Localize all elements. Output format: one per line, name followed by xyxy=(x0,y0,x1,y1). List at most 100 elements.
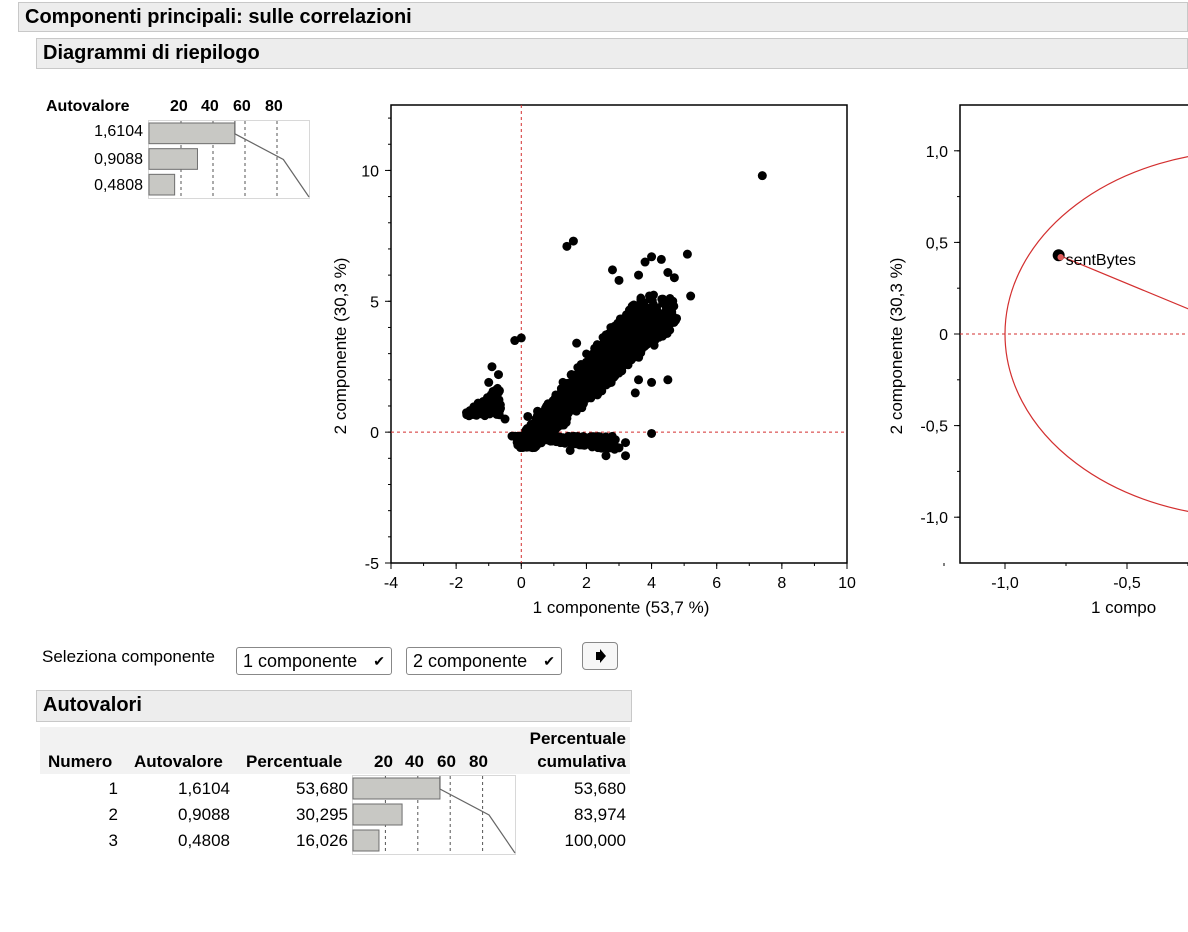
mini-eigenvalue-3: 0,4808 xyxy=(94,177,143,194)
point xyxy=(613,321,623,330)
point xyxy=(590,343,599,353)
eigen-scale-label-40: 40 xyxy=(405,752,424,771)
mini-cumulative-line xyxy=(234,121,310,198)
mini-bar xyxy=(148,122,236,145)
point xyxy=(520,441,529,451)
eigen-row-1-number: 1 xyxy=(108,779,118,798)
eigen-row-2-eigenvalue: 0,9088 xyxy=(178,805,230,824)
point xyxy=(593,432,602,441)
col-header-cumulative-1: Percentuale xyxy=(529,729,626,748)
point xyxy=(567,371,577,381)
score-scatter-plot[interactable]: -4 -2 0 2 4 6 8 10 -5 0 5 10 1 componente (53,7 %) 2 … xyxy=(320,96,860,631)
mini-scale-label-20: 20 xyxy=(170,98,188,115)
component-select-2[interactable]: 2 componente ✔ xyxy=(406,647,562,675)
x-tick-label: -1,0 xyxy=(991,575,1019,592)
eigen-row-2-number: 2 xyxy=(108,805,118,824)
point xyxy=(665,294,675,303)
point xyxy=(592,356,601,366)
eigen-scale-label-20: 20 xyxy=(374,752,393,771)
point xyxy=(533,432,542,442)
eigen-row-1-percent: 53,680 xyxy=(296,779,348,798)
section-eigen-title[interactable]: Autovalori xyxy=(36,690,632,722)
point xyxy=(647,377,657,387)
point xyxy=(640,257,650,267)
mini-bar xyxy=(148,173,176,196)
eigen-row-1-cumulative: 53,680 xyxy=(574,779,626,798)
point xyxy=(607,348,617,357)
point xyxy=(542,401,551,411)
eigen-bar xyxy=(352,803,403,826)
point xyxy=(577,377,587,386)
x-tick-label: -4 xyxy=(384,575,398,592)
x-axis-label: 1 componente (53,7 %) xyxy=(533,598,710,617)
point xyxy=(569,390,579,399)
point xyxy=(599,441,609,451)
loading-point-label: sentBytes xyxy=(1066,252,1136,269)
component-select-1[interactable]: 1 componente ✔ xyxy=(236,647,392,675)
x-tick-label: 10 xyxy=(838,575,856,592)
point xyxy=(634,375,644,385)
y-tick-label: 1,0 xyxy=(926,144,948,161)
col-header-number: Numero xyxy=(48,752,113,771)
point xyxy=(646,303,655,312)
chevron-down-icon: ✔ xyxy=(543,653,555,669)
point xyxy=(648,332,658,342)
y-axis-label: 2 componente (30,3 %) xyxy=(331,258,350,435)
next-arrow-button[interactable] xyxy=(582,642,618,670)
point xyxy=(601,432,611,442)
mini-eigenvalue-1: 1,6104 xyxy=(94,123,143,140)
point xyxy=(596,349,605,358)
y-tick-label: -1,0 xyxy=(920,510,948,527)
loading-point-marker xyxy=(1057,254,1064,261)
point xyxy=(597,386,607,396)
report-title[interactable]: Componenti principali: sulle correlazion… xyxy=(18,2,1188,32)
component-select-1-value: 1 componente xyxy=(243,651,358,671)
point xyxy=(645,291,654,301)
point xyxy=(621,438,631,448)
eigen-cumulative-line xyxy=(439,776,516,854)
section-summary-title[interactable]: Diagrammi di riepilogo xyxy=(36,38,1188,69)
component-select-2-value: 2 componente xyxy=(413,651,528,671)
point xyxy=(565,445,575,455)
y-tick-label: 10 xyxy=(361,163,379,180)
point xyxy=(592,442,601,451)
point xyxy=(633,331,643,340)
eigen-scale-label-80: 80 xyxy=(469,752,488,771)
point xyxy=(549,408,559,418)
eigen-scale-label-60: 60 xyxy=(437,752,456,771)
x-tick-label: 4 xyxy=(647,575,656,592)
point xyxy=(533,406,543,416)
x-tick-label: 8 xyxy=(777,575,786,592)
x-tick-label: 2 xyxy=(582,575,591,592)
x-tick-label: -0,5 xyxy=(1113,575,1141,592)
point xyxy=(487,362,497,372)
point xyxy=(602,376,612,385)
x-tick-label: -2 xyxy=(449,575,463,592)
point xyxy=(658,331,667,341)
mini-scale-label-80: 80 xyxy=(265,98,283,115)
point xyxy=(496,404,505,413)
point xyxy=(663,375,673,385)
point xyxy=(585,354,594,364)
mini-eigen-bar-chart xyxy=(148,120,310,199)
y-tick-label: 5 xyxy=(370,294,379,311)
eigen-row-3-eigenvalue: 0,4808 xyxy=(178,831,230,850)
col-header-eigenvalue: Autovalore xyxy=(134,752,223,771)
point xyxy=(568,236,578,246)
select-component-label: Seleziona componente xyxy=(42,647,215,666)
eigen-row-2-percent: 30,295 xyxy=(296,805,348,824)
point xyxy=(757,171,767,181)
point xyxy=(572,338,582,348)
x-axis-label: 1 compo xyxy=(1091,598,1156,617)
point xyxy=(500,414,510,424)
point xyxy=(661,307,671,316)
point xyxy=(682,249,692,259)
loading-plot[interactable]: 1,0 0,5 0 -0,5 -1,0 -1,0 -0,5 sentBytes 1 compo 2… xyxy=(880,96,1188,631)
point xyxy=(627,347,637,356)
point xyxy=(603,368,613,377)
y-tick-label: 0,5 xyxy=(926,235,948,252)
col-header-cumulative-2: cumulativa xyxy=(537,752,626,771)
point xyxy=(665,325,675,335)
point xyxy=(510,336,520,346)
eigen-row-3-number: 3 xyxy=(108,831,118,850)
